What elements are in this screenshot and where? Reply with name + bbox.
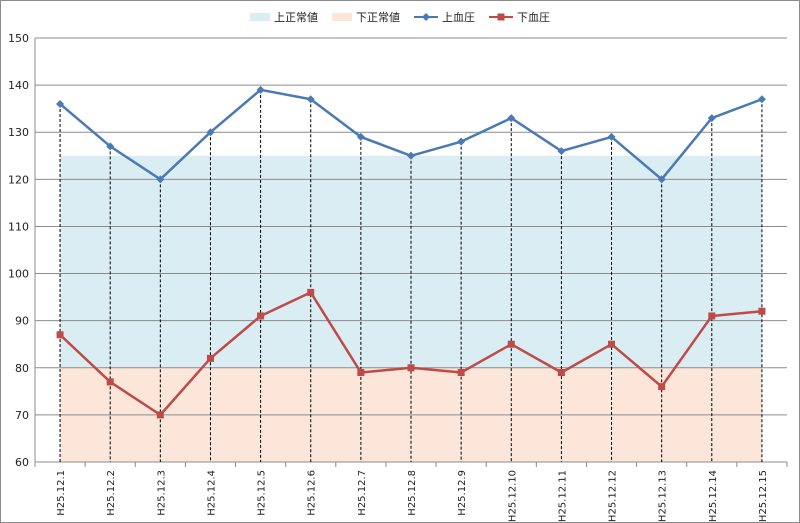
point-diastolic-8: [407, 364, 415, 372]
x-tick-label-9: H25.12.9: [457, 470, 468, 516]
legend-swatch-upper-normal: [250, 13, 270, 21]
point-systolic-15: [757, 95, 766, 104]
point-diastolic-6: [307, 288, 315, 296]
point-diastolic-2: [106, 378, 114, 386]
legend-label-systolic: 上血圧: [442, 11, 475, 24]
point-systolic-8: [407, 151, 415, 160]
y-tick-label-140: 140: [8, 79, 29, 92]
x-tick-label-15: H25.12.15: [758, 470, 769, 522]
legend: 上正常値 下正常値 上血圧 下血圧: [0, 8, 800, 26]
point-diastolic-14: [708, 312, 716, 320]
y-tick-label-120: 120: [8, 173, 29, 186]
point-systolic-3: [156, 175, 165, 184]
y-tick-label-150: 150: [8, 32, 29, 45]
legend-item-diastolic: 下血圧: [489, 8, 550, 26]
point-diastolic-13: [658, 383, 666, 391]
y-tick-label-60: 60: [15, 456, 29, 469]
x-tick-label-12: H25.12.12: [608, 470, 619, 522]
x-tick-label-13: H25.12.13: [658, 470, 669, 522]
point-diastolic-7: [357, 368, 365, 376]
legend-marker-diastolic: [489, 13, 513, 21]
point-systolic-6: [306, 95, 315, 104]
legend-swatch-lower-normal: [332, 13, 352, 21]
point-systolic-13: [657, 175, 666, 184]
point-systolic-1: [56, 99, 65, 108]
y-tick-label-110: 110: [8, 220, 29, 233]
point-systolic-11: [557, 147, 566, 156]
x-tick-label-5: H25.12.5: [257, 470, 268, 516]
point-diastolic-5: [257, 312, 265, 320]
x-tick-label-3: H25.12.3: [156, 470, 167, 516]
point-diastolic-3: [156, 411, 164, 419]
legend-label-lower-normal: 下正常値: [356, 11, 400, 24]
point-systolic-2: [106, 142, 115, 151]
legend-label-diastolic: 下血圧: [517, 11, 550, 24]
legend-item-systolic: 上血圧: [414, 8, 475, 26]
x-tick-label-11: H25.12.11: [557, 470, 568, 522]
y-tick-label-80: 80: [15, 362, 29, 375]
x-tick-label-4: H25.12.4: [206, 470, 217, 516]
point-diastolic-10: [507, 340, 515, 348]
point-systolic-9: [457, 137, 466, 146]
point-systolic-14: [707, 114, 716, 123]
x-tick-label-2: H25.12.2: [106, 470, 117, 516]
x-tick-label-1: H25.12.1: [56, 470, 67, 516]
point-diastolic-12: [608, 340, 616, 348]
point-diastolic-1: [56, 331, 64, 339]
point-systolic-10: [507, 114, 516, 123]
y-tick-label-90: 90: [15, 315, 29, 328]
x-tick-label-6: H25.12.6: [307, 470, 318, 516]
point-diastolic-15: [758, 307, 766, 315]
y-tick-label-70: 70: [15, 409, 29, 422]
y-tick-label-130: 130: [8, 126, 29, 139]
point-systolic-7: [356, 132, 365, 141]
point-systolic-4: [206, 128, 215, 137]
point-diastolic-11: [557, 368, 565, 376]
x-tick-label-7: H25.12.7: [357, 470, 368, 516]
legend-item-upper-normal: 上正常値: [250, 8, 318, 26]
point-systolic-12: [607, 132, 616, 141]
y-tick-label-100: 100: [8, 268, 29, 281]
legend-marker-systolic: [414, 13, 438, 21]
point-systolic-5: [256, 85, 265, 94]
x-tick-label-10: H25.12.10: [507, 470, 518, 522]
legend-label-upper-normal: 上正常値: [274, 11, 318, 24]
x-tick-label-14: H25.12.14: [708, 470, 719, 522]
legend-item-lower-normal: 下正常値: [332, 8, 400, 26]
point-diastolic-9: [457, 368, 465, 376]
point-diastolic-4: [206, 354, 214, 362]
x-tick-label-8: H25.12.8: [407, 470, 418, 516]
